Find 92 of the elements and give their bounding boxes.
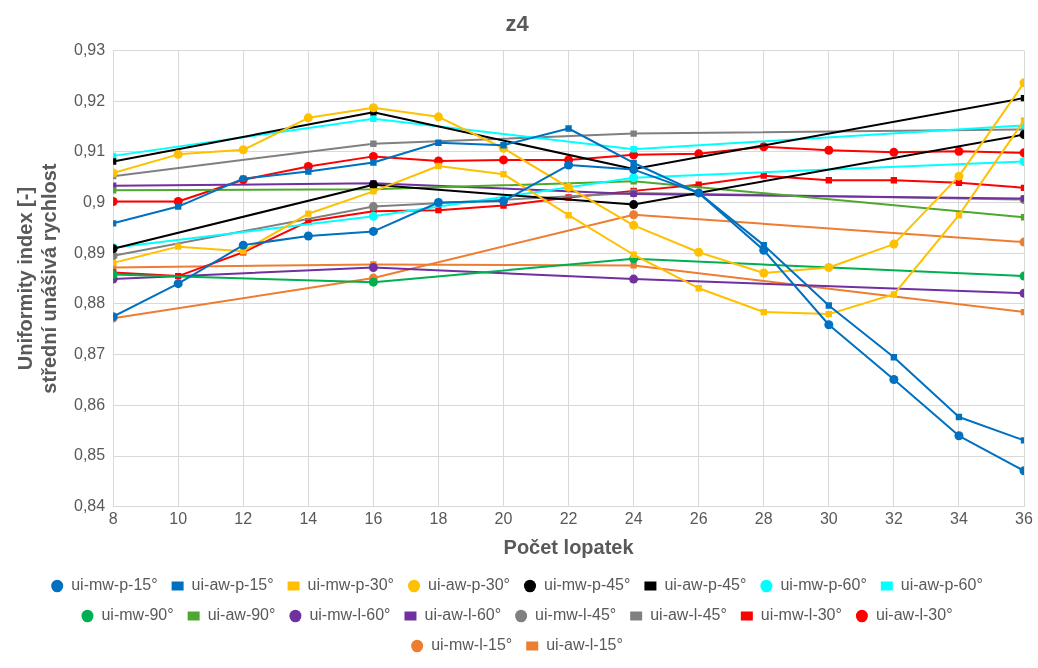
point xyxy=(499,196,509,206)
point xyxy=(564,160,574,170)
point xyxy=(370,115,377,123)
x-tick-label: 28 xyxy=(754,509,773,527)
point xyxy=(433,198,443,208)
point xyxy=(565,212,572,219)
point xyxy=(433,112,443,122)
legend-label: ui-mw-l-15° xyxy=(431,636,513,654)
point xyxy=(824,145,834,155)
legend-label: ui-mw-90° xyxy=(101,606,174,624)
point xyxy=(824,262,834,272)
legend-label: ui-aw-p-60° xyxy=(900,576,983,594)
point xyxy=(954,431,964,441)
point xyxy=(305,168,312,175)
legend-label: ui-aw-90° xyxy=(207,606,276,624)
legend-label: ui-aw-p-30° xyxy=(428,576,510,594)
x-tick-label: 26 xyxy=(689,509,708,527)
x-tick-label: 12 xyxy=(234,509,253,527)
x-tick-label: 18 xyxy=(429,509,448,527)
legend-label: ui-aw-l-30° xyxy=(875,606,953,624)
y-tick-label: 0,91 xyxy=(74,142,106,160)
legend-label: ui-mw-p-30° xyxy=(307,576,395,594)
legend-label: ui-mw-l-30° xyxy=(760,606,842,624)
point xyxy=(629,220,639,230)
point xyxy=(303,113,313,123)
point xyxy=(303,231,313,241)
x-tick-label: 30 xyxy=(819,509,838,527)
x-tick-label: 8 xyxy=(108,509,118,527)
legend-label: ui-mw-l-45° xyxy=(535,606,617,624)
point xyxy=(173,279,183,289)
y-axis-title: Uniformity index [-] střední unášivá rychlost xyxy=(13,163,60,394)
x-tick-label: 34 xyxy=(950,509,968,527)
y-tick-label: 0,89 xyxy=(74,243,106,261)
legend-label: ui-mw-p-45° xyxy=(544,576,631,594)
legend-label: ui-aw-p-15° xyxy=(191,576,274,594)
point xyxy=(173,149,183,159)
point xyxy=(238,240,248,250)
point xyxy=(954,171,964,181)
point xyxy=(435,162,442,170)
point xyxy=(175,243,182,250)
point xyxy=(694,247,704,257)
point xyxy=(759,268,769,278)
point xyxy=(564,182,574,192)
x-tick-label: 24 xyxy=(624,509,643,527)
legend-label: ui-mw-l-60° xyxy=(309,606,391,624)
point xyxy=(565,125,572,132)
legend-label: ui-mw-p-15° xyxy=(71,576,158,594)
point xyxy=(305,210,312,217)
x-tick-label: 36 xyxy=(1015,509,1033,527)
point xyxy=(630,146,637,153)
x-tick-label: 22 xyxy=(559,509,578,527)
point xyxy=(370,159,377,166)
y-tick-label: 0,85 xyxy=(74,446,106,464)
point xyxy=(630,251,637,258)
legend-label: ui-mw-p-60° xyxy=(780,576,867,594)
legend-label: ui-aw-l-45° xyxy=(650,606,727,624)
point xyxy=(435,139,442,146)
y-tick-label: 0,86 xyxy=(74,395,106,413)
y-tick-label: 0,88 xyxy=(74,294,106,312)
y-tick-label: 0,92 xyxy=(74,91,106,109)
y-tick-label: 0,87 xyxy=(74,345,106,363)
point xyxy=(175,203,182,210)
x-tick-label: 32 xyxy=(884,509,903,527)
point xyxy=(500,170,507,178)
legend-label: ui-aw-l-15° xyxy=(546,636,623,654)
point xyxy=(889,147,899,157)
chart-title: z4 xyxy=(505,11,530,37)
point xyxy=(368,226,378,236)
point xyxy=(500,142,507,149)
point xyxy=(825,302,832,309)
point xyxy=(890,291,898,298)
point xyxy=(889,239,899,249)
x-tick-label: 10 xyxy=(169,509,188,527)
point xyxy=(370,140,377,147)
y-tick-label: 0,93 xyxy=(74,40,106,58)
point xyxy=(238,145,248,155)
x-tick-label: 14 xyxy=(299,509,318,527)
x-tick-label: 16 xyxy=(364,509,383,527)
point xyxy=(630,130,637,137)
point xyxy=(889,375,899,385)
x-tick-label: 20 xyxy=(494,509,513,527)
point xyxy=(824,320,834,330)
x-axis-title: Počet lopatek xyxy=(503,535,635,558)
y-tick-label: 0,9 xyxy=(82,192,106,210)
point xyxy=(435,206,442,214)
point xyxy=(368,103,378,113)
point xyxy=(954,146,964,156)
legend-label: ui-aw-p-45° xyxy=(664,576,747,594)
y-tick-label: 0,84 xyxy=(74,497,106,515)
legend-label: ui-aw-l-60° xyxy=(424,606,502,624)
point xyxy=(499,155,509,165)
point xyxy=(630,159,637,167)
